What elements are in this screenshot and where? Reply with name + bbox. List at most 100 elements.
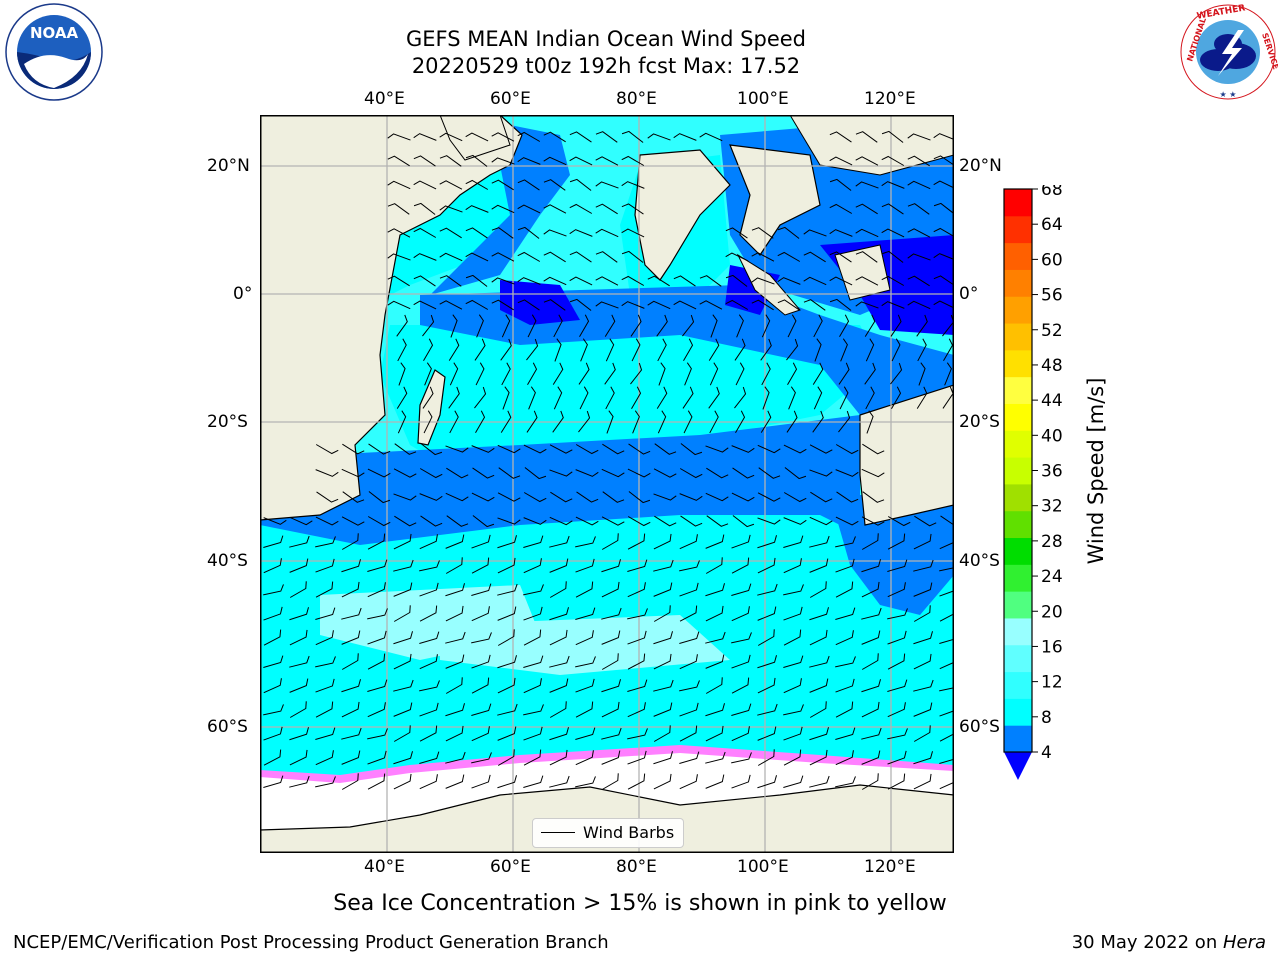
colorbar-tick-label: 32 [1041, 497, 1063, 517]
wind-barb [705, 445, 729, 453]
wind-barb [367, 559, 388, 572]
wind-barb [263, 678, 282, 694]
wind-barb [835, 516, 859, 526]
wind-barb [601, 630, 621, 645]
wind-barb [887, 728, 908, 740]
wind-barb [803, 276, 827, 286]
calm-zone-arabian [430, 125, 570, 295]
wind-barb [731, 752, 752, 764]
wind-barb [812, 410, 824, 433]
wind-barb [605, 338, 615, 362]
wind-barb [439, 132, 463, 142]
wind-barb [705, 492, 729, 502]
wind-barb [654, 515, 677, 527]
land-borneo [834, 244, 891, 301]
wind-barb [907, 300, 931, 310]
wind-barb [647, 133, 671, 141]
wind-barb [627, 630, 647, 645]
wind-barb [881, 181, 905, 189]
wind-barb [491, 132, 515, 142]
wind-barb [606, 410, 614, 434]
wind-barb [803, 299, 826, 311]
wind-barb [939, 774, 954, 790]
wind-barb [367, 750, 387, 765]
left-lat-tick-20n: 20°N [207, 156, 250, 176]
wind-barb [855, 251, 878, 263]
wind-barb [855, 301, 879, 309]
wind-barb [653, 533, 672, 550]
wind-barb [419, 560, 440, 572]
wind-barb [777, 251, 801, 262]
wind-barb [517, 204, 541, 214]
wind-barb [907, 155, 930, 167]
wind-barb [762, 386, 770, 410]
wind-barb [315, 678, 335, 693]
wind-barb [413, 253, 437, 261]
wind-barb [497, 517, 521, 525]
wind-barb [289, 727, 309, 741]
wind-barb [263, 726, 283, 741]
wind-barb [549, 629, 568, 646]
wind-barb [829, 156, 853, 166]
wind-barb [465, 179, 489, 190]
wind-barb [491, 252, 515, 262]
wind-barb [474, 338, 486, 361]
wind-barb [419, 468, 443, 479]
wind-barb [939, 702, 954, 717]
wind-barb [398, 362, 406, 386]
wind-barb [855, 131, 878, 143]
wind-barb [683, 410, 693, 434]
wind-barb [838, 410, 851, 433]
wind-barb [679, 751, 700, 764]
wind-barb [491, 277, 515, 285]
wind-barb [289, 678, 309, 693]
wind-barb [517, 251, 541, 262]
wind-barb [933, 300, 954, 310]
wind-barb [705, 605, 724, 622]
colorbar-segment [1004, 725, 1032, 753]
wind-barb [471, 752, 492, 764]
wind-barb [654, 443, 677, 455]
wind-barb [549, 655, 570, 668]
wind-barb [647, 300, 671, 310]
wind-barb [439, 227, 462, 239]
wind-barb [933, 202, 954, 215]
wind-barb [527, 362, 538, 386]
wind-barb [471, 445, 495, 453]
wind-barb [933, 180, 954, 190]
wind-barb [341, 581, 360, 598]
wind-barb [523, 655, 544, 668]
wind-barb [445, 557, 463, 574]
colorbar-tick-label: 52 [1041, 321, 1063, 341]
wind-barb [682, 314, 695, 337]
wind-barb [497, 444, 521, 454]
wind-barb [881, 301, 905, 309]
wind-barb [517, 226, 540, 239]
top-lon-tick-100e: 100°E [737, 89, 789, 109]
wind-barb-legend-line [541, 832, 575, 833]
wind-barb [419, 725, 438, 742]
wind-barb [933, 155, 954, 167]
colorbar-tick-label: 48 [1041, 356, 1063, 376]
wind-barb [549, 581, 567, 598]
colorbar-segment [1004, 349, 1032, 378]
wind-barb [913, 773, 932, 790]
wind-barb [887, 653, 906, 670]
left-lat-tick-60s: 60°S [207, 717, 248, 737]
wind-barb [419, 631, 440, 644]
wind-barb [891, 338, 901, 362]
wind-barb [393, 559, 414, 572]
wind-barb [731, 703, 752, 716]
bottom-lon-tick-120e: 120°E [864, 857, 916, 877]
colorbar-segment [1004, 403, 1032, 431]
wind-barb [835, 536, 856, 548]
wind-barb [580, 338, 588, 362]
wind-barb [523, 606, 543, 621]
wind-barb [679, 680, 700, 692]
wind-barb [550, 491, 573, 503]
wind-barb [342, 491, 365, 503]
wind-barb [341, 653, 359, 670]
wind-barb [449, 362, 459, 386]
right-lat-tick-60s: 60°S [959, 717, 1000, 737]
wind-barb [621, 228, 645, 238]
